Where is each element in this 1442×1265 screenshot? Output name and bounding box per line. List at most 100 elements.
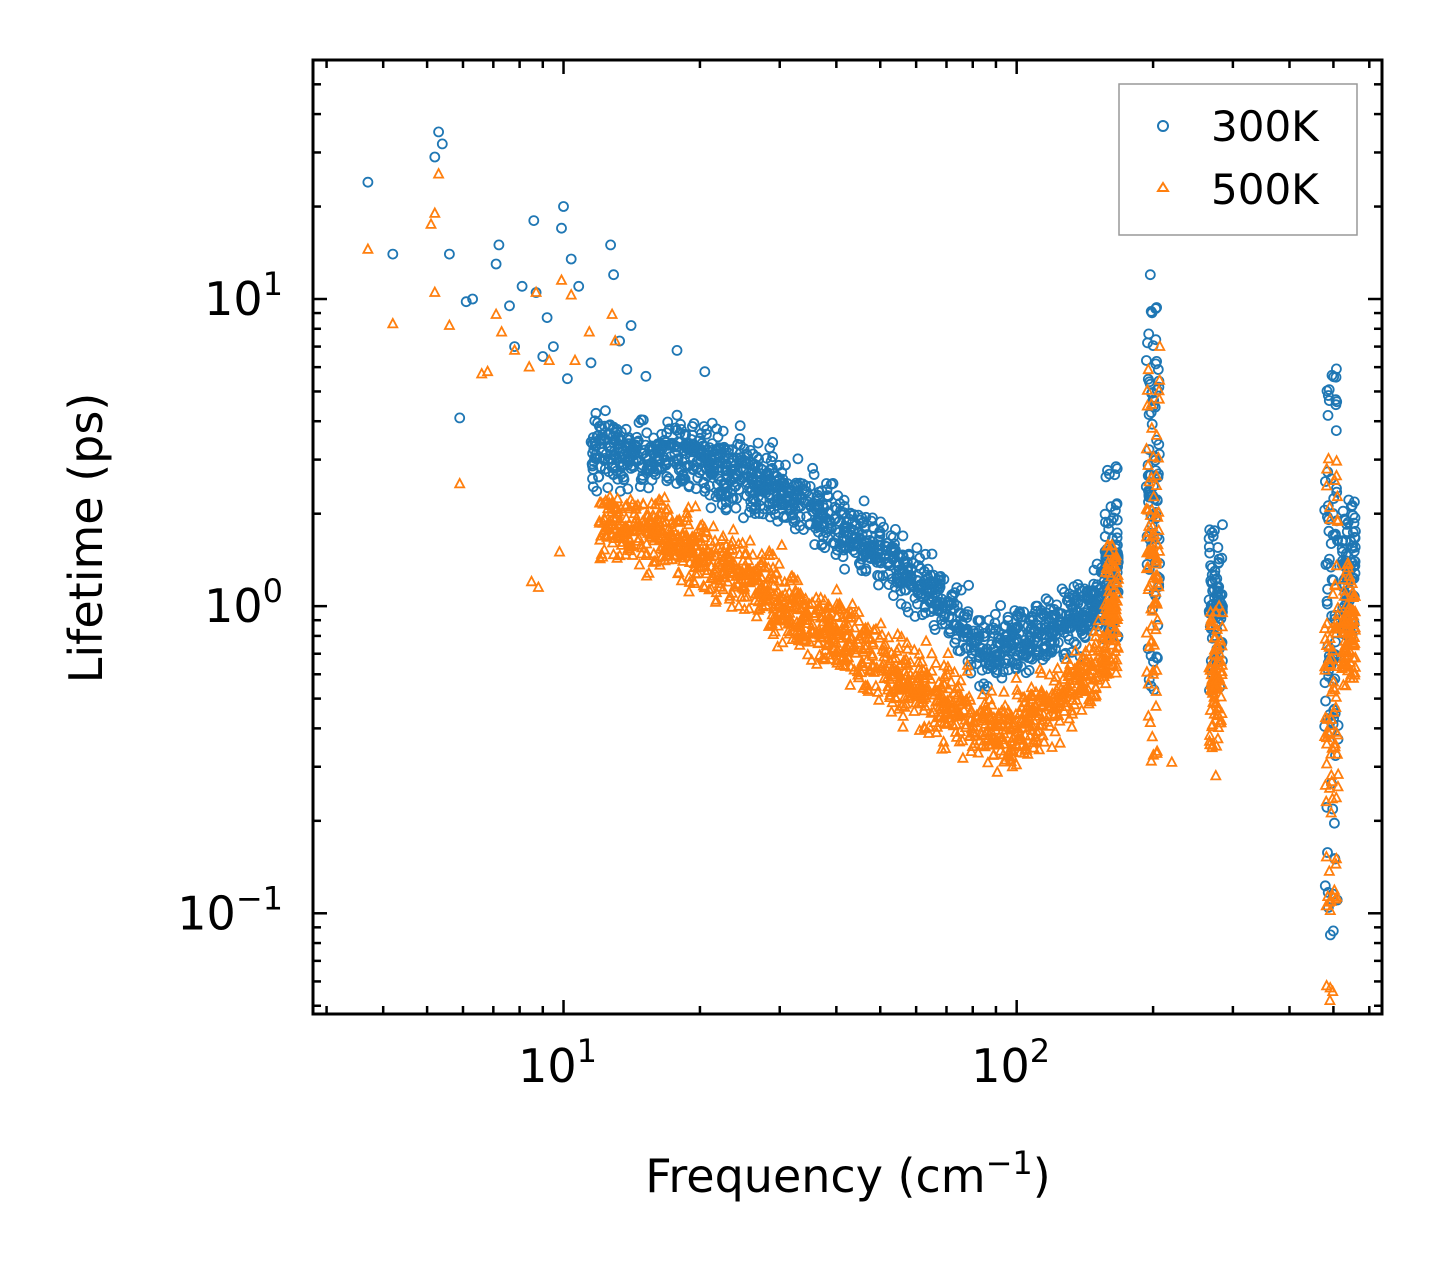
point-300k xyxy=(1209,525,1220,537)
point-500k xyxy=(688,539,701,551)
point-500k xyxy=(770,566,783,579)
point-300k xyxy=(589,452,600,464)
point-300k xyxy=(701,428,712,440)
point-500k xyxy=(800,616,813,628)
point-300k xyxy=(1212,585,1224,597)
point-500k xyxy=(776,635,789,648)
point-500k xyxy=(1206,618,1219,630)
point-500k xyxy=(1147,449,1160,462)
point-300k xyxy=(1043,595,1054,607)
point-300k xyxy=(744,486,756,498)
point-500k xyxy=(673,513,686,525)
point-300k xyxy=(933,603,944,615)
point-500k xyxy=(428,206,441,218)
point-500k xyxy=(682,535,695,547)
point-500k xyxy=(659,531,672,544)
point-300k xyxy=(717,425,729,437)
point-500k xyxy=(943,663,956,675)
point-500k xyxy=(913,671,926,683)
point-500k xyxy=(772,574,785,586)
point-500k xyxy=(1104,620,1117,632)
point-500k xyxy=(1151,613,1164,625)
point-300k xyxy=(1144,269,1156,281)
point-300k xyxy=(602,482,614,494)
point-500k xyxy=(769,597,782,609)
point-500k xyxy=(1144,544,1157,556)
point-300k xyxy=(617,449,629,461)
point-500k xyxy=(885,646,898,658)
point-300k xyxy=(429,151,441,163)
point-300k xyxy=(752,437,764,449)
point-500k xyxy=(1211,707,1224,719)
point-300k xyxy=(1074,583,1085,594)
point-500k xyxy=(763,548,776,560)
point-500k xyxy=(1320,794,1333,807)
point-500k xyxy=(1100,667,1113,679)
point-500k xyxy=(885,705,898,717)
point-300k xyxy=(1212,558,1224,569)
point-300k xyxy=(672,441,683,453)
point-500k xyxy=(975,709,988,722)
point-500k xyxy=(649,555,662,567)
point-500k xyxy=(961,658,974,670)
point-300k xyxy=(625,320,637,331)
point-500k xyxy=(1153,383,1165,396)
point-300k xyxy=(558,201,569,212)
point-500k xyxy=(1004,722,1017,735)
point-300k xyxy=(696,438,708,449)
point-300k xyxy=(860,565,872,577)
point-500k xyxy=(886,695,899,708)
point-500k xyxy=(1009,707,1022,719)
point-300k xyxy=(809,503,821,515)
point-500k xyxy=(1339,645,1352,657)
point-300k xyxy=(595,423,607,435)
point-500k xyxy=(939,717,952,729)
point-500k xyxy=(918,671,931,683)
point-300k xyxy=(730,502,742,514)
point-300k xyxy=(1026,623,1038,635)
point-500k xyxy=(874,661,887,674)
point-500k xyxy=(1092,613,1105,626)
point-300k xyxy=(589,415,601,427)
point-500k xyxy=(883,672,896,684)
point-300k xyxy=(725,463,737,475)
point-500k xyxy=(930,725,943,738)
point-300k xyxy=(991,667,1003,679)
point-500k xyxy=(1006,749,1018,761)
point-500k xyxy=(1062,666,1075,678)
point-500k xyxy=(1332,779,1344,792)
point-500k xyxy=(866,638,879,650)
point-500k xyxy=(1103,545,1116,557)
legend-label-300k: 300K xyxy=(1211,102,1320,151)
point-500k xyxy=(1206,683,1219,696)
point-500k xyxy=(1344,668,1357,680)
point-500k xyxy=(930,656,942,668)
point-500k xyxy=(773,557,786,569)
point-500k xyxy=(791,602,804,614)
point-500k xyxy=(1027,741,1040,753)
point-500k xyxy=(995,716,1007,728)
point-300k xyxy=(911,542,923,554)
point-300k xyxy=(1001,644,1012,656)
point-500k xyxy=(1049,724,1062,737)
point-300k xyxy=(747,459,758,471)
point-500k xyxy=(1212,701,1225,714)
point-500k xyxy=(744,574,757,586)
point-500k xyxy=(1147,489,1160,502)
point-300k xyxy=(922,563,934,575)
point-300k xyxy=(880,545,892,556)
point-300k xyxy=(874,528,886,539)
point-500k xyxy=(905,681,918,694)
point-500k xyxy=(553,545,566,557)
point-500k xyxy=(1215,690,1228,702)
point-500k xyxy=(794,586,807,599)
point-300k xyxy=(1087,586,1099,597)
point-500k xyxy=(1347,629,1360,642)
point-300k xyxy=(652,450,664,462)
point-500k xyxy=(490,307,503,319)
point-500k xyxy=(555,273,568,285)
point-500k xyxy=(1209,768,1222,781)
point-500k xyxy=(1019,712,1032,724)
point-300k xyxy=(1041,622,1052,633)
point-500k xyxy=(481,364,494,377)
